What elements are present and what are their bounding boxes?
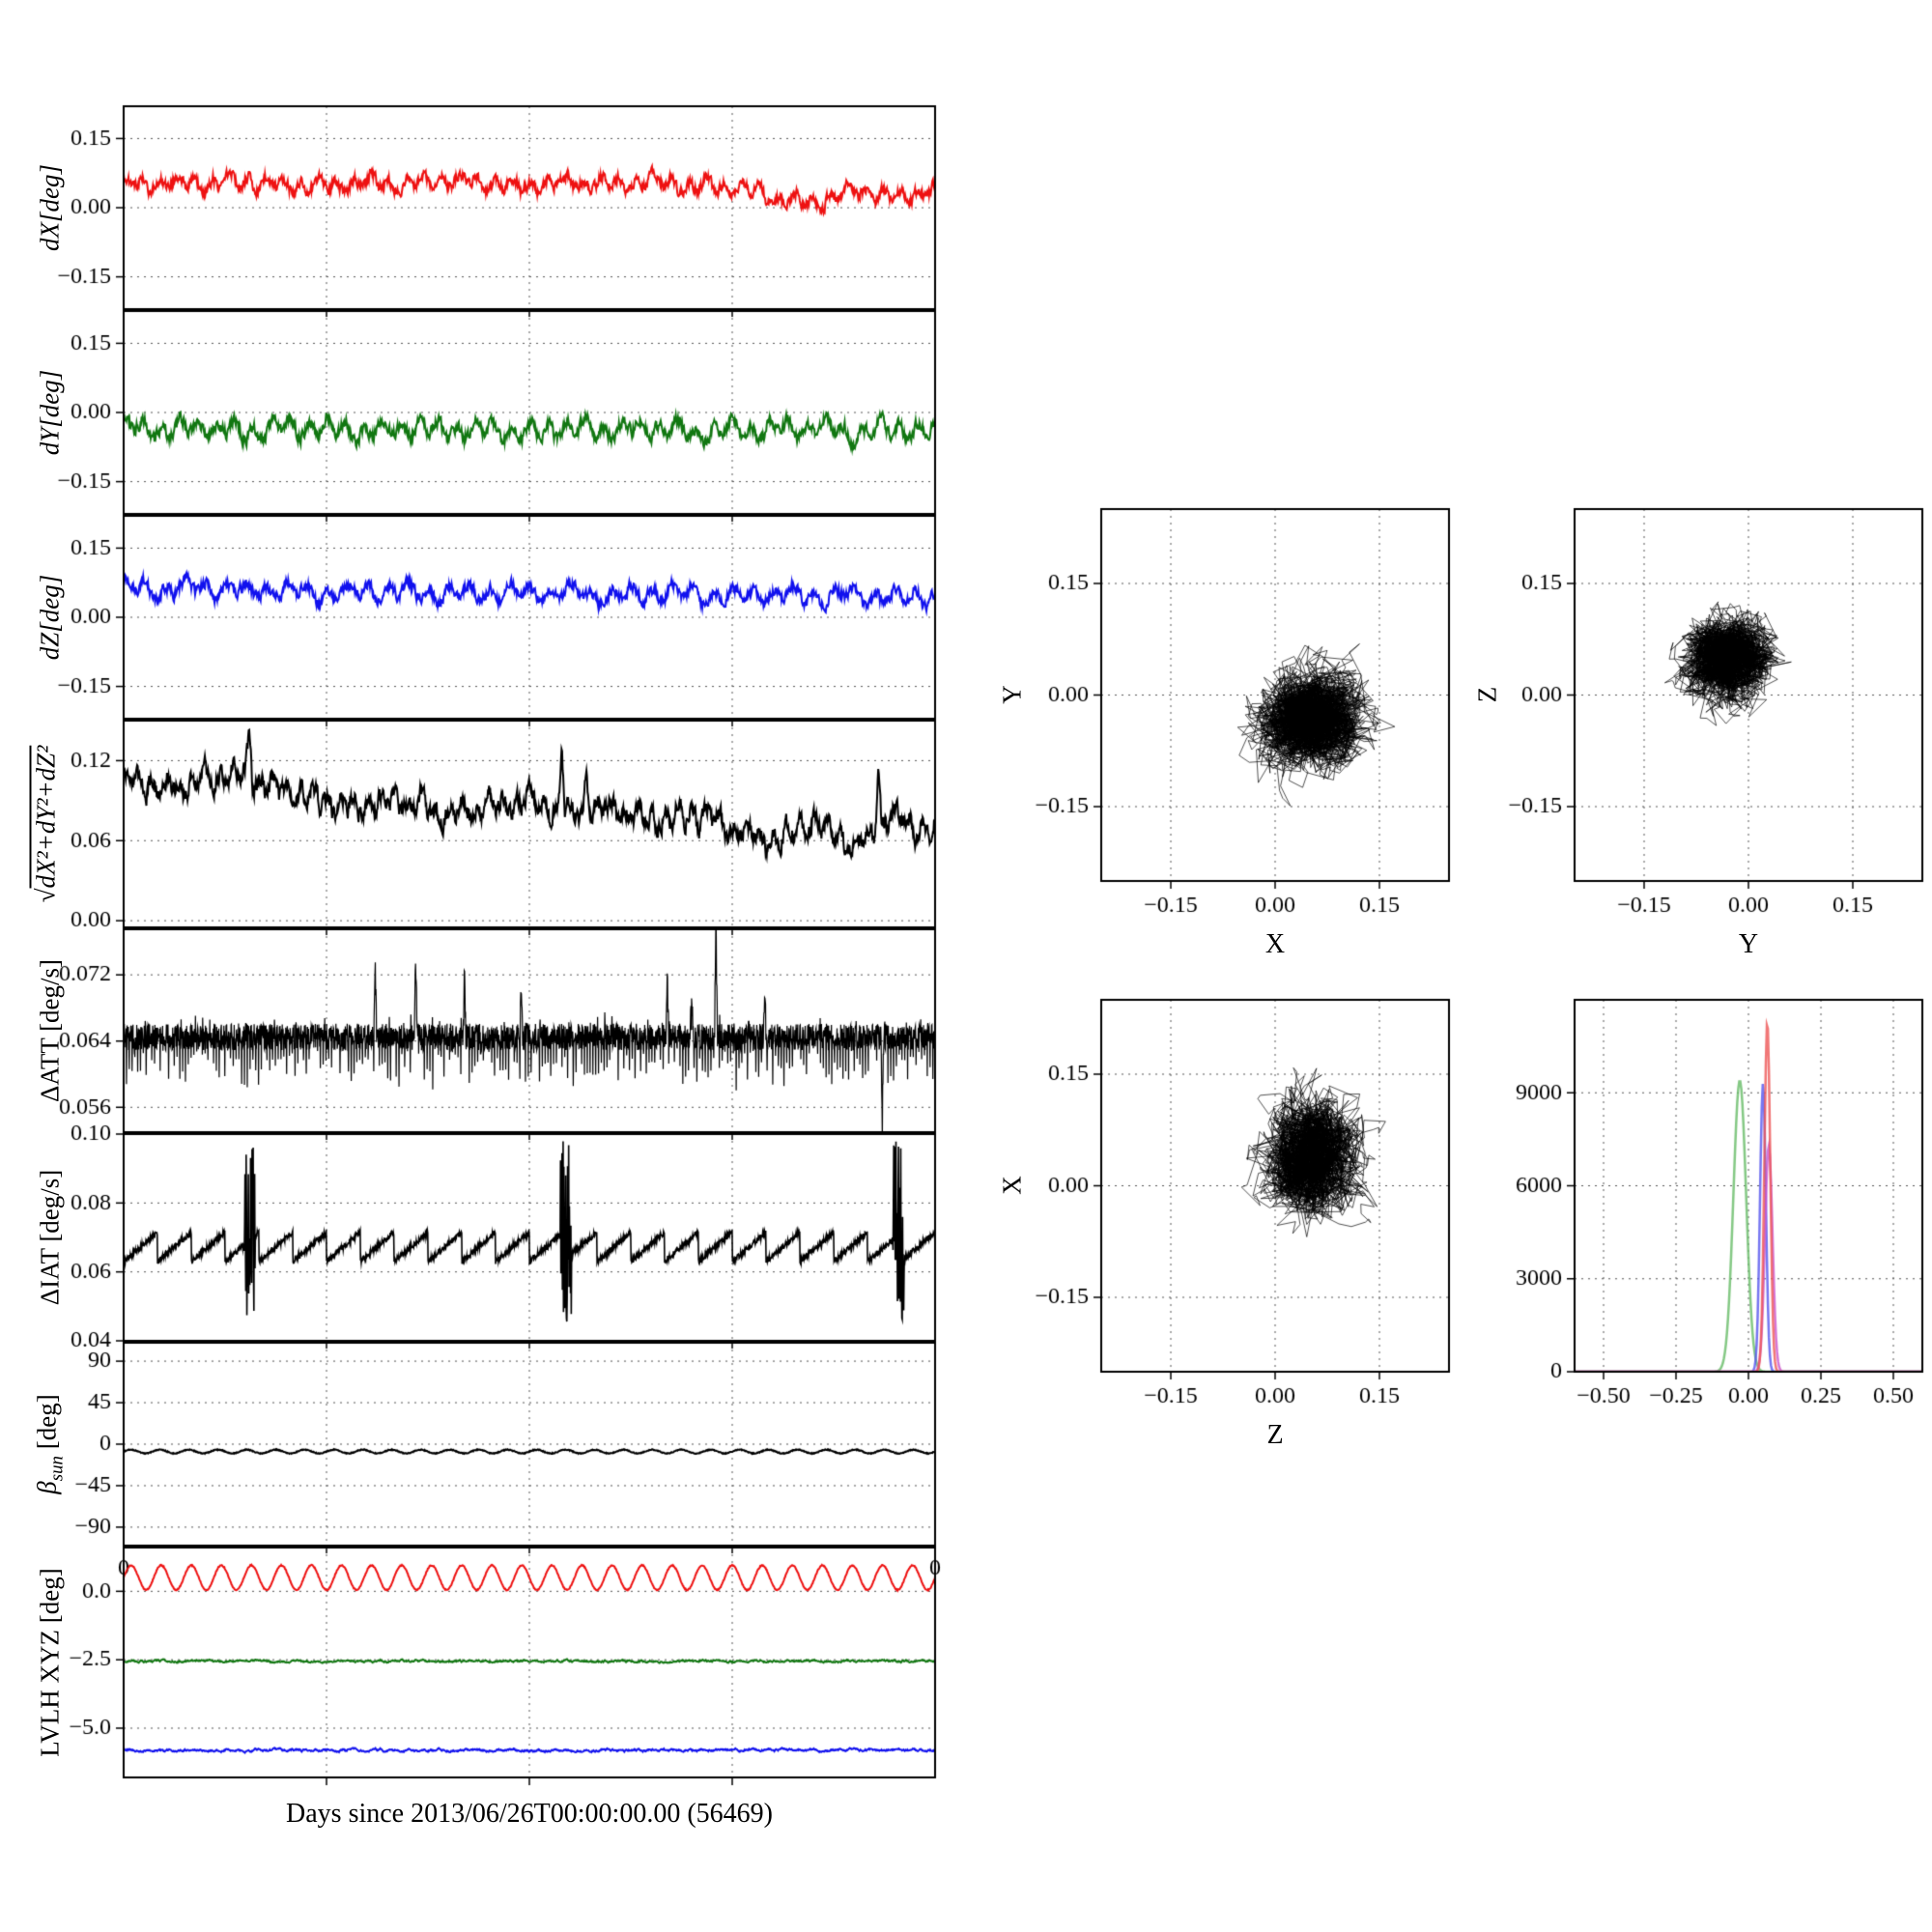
beta-units: [deg]	[32, 1394, 62, 1457]
sqrt-radicand: dX²+dY²+dZ²	[31, 745, 61, 889]
xlabel-days: Days since 2013/06/26T00:00:00.00 (56469…	[286, 1799, 773, 1829]
panel-xy-xlabel: X	[1264, 929, 1286, 959]
beta-subscript: sun	[46, 1456, 68, 1482]
beta-symbol: β	[32, 1481, 62, 1494]
panel-yz-xlabel: Y	[1738, 929, 1759, 959]
panel-zx-xlabel: Z	[1266, 1420, 1284, 1450]
sqrt-symbol: √	[31, 888, 61, 903]
